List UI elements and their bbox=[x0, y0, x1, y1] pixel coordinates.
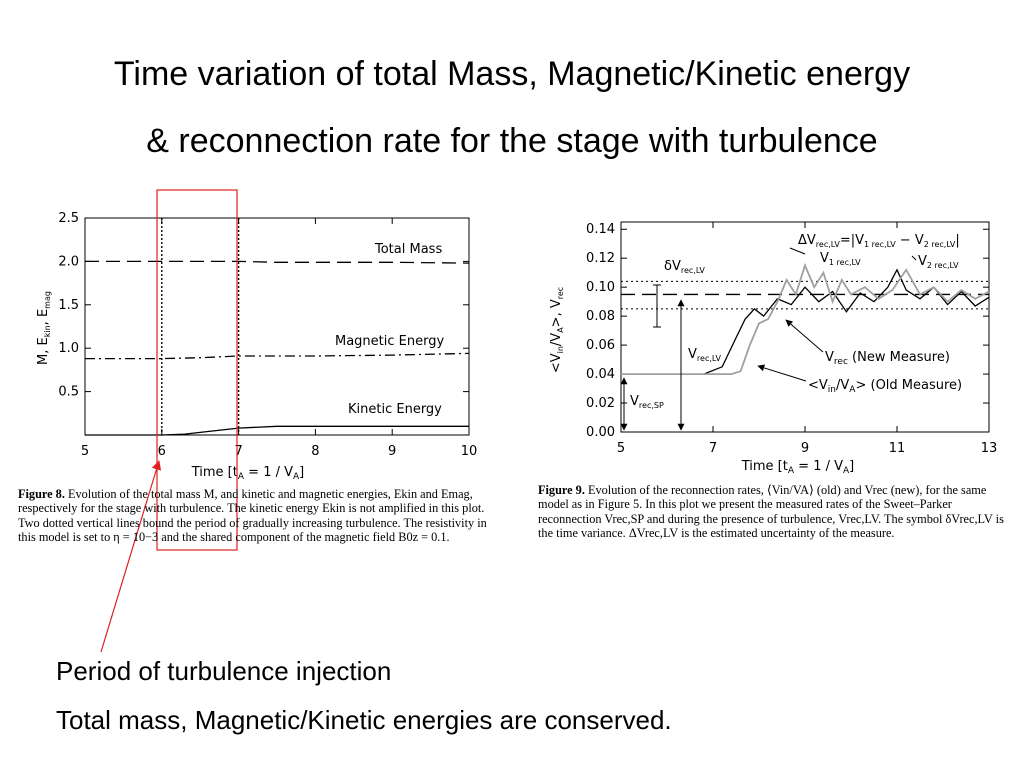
fig9-label-delta-vrec-lv: ΔVrec,LV=|V1 rec,LV − V2 rec,LV| bbox=[798, 233, 960, 249]
x-tick-label: 13 bbox=[981, 441, 998, 456]
x-tick-label: 5 bbox=[617, 441, 625, 456]
fig8-y-axis-label: M, Ekin, Emag bbox=[36, 291, 52, 365]
figure9-caption: Figure 9. Evolution of the reconnection … bbox=[538, 483, 1012, 541]
x-tick-label: 5 bbox=[81, 444, 89, 459]
fig9-y-axis-label: <Vin/VA>, Vrec bbox=[549, 287, 565, 373]
fig9-legend-vrec-pointer bbox=[786, 320, 823, 352]
series-line-2 bbox=[85, 426, 469, 435]
series-line-0 bbox=[85, 261, 469, 263]
figure8-chart: 5 6 7 8 9 10 0.5 1.0 1.5 2.0 2.5 Total Mass Magnet… bbox=[36, 211, 477, 482]
x-tick-label: 6 bbox=[158, 444, 166, 459]
figure9-caption-label: Figure 9. bbox=[538, 483, 585, 497]
figure-canvas: 5 6 7 8 9 10 0.5 1.0 1.5 2.0 2.5 Total Mass Magnet… bbox=[0, 0, 1024, 768]
y-tick-label: 0.00 bbox=[586, 425, 615, 440]
x-tick-label: 8 bbox=[311, 444, 319, 459]
y-tick-label: 0.08 bbox=[586, 309, 615, 324]
fig9-legend-vin-pointer bbox=[758, 366, 806, 381]
y-tick-label: 0.04 bbox=[586, 367, 615, 382]
x-tick-label: 9 bbox=[801, 441, 809, 456]
y-tick-label: 0.14 bbox=[586, 222, 615, 237]
x-tick-label: 11 bbox=[889, 441, 906, 456]
y-tick-label: 2.0 bbox=[58, 254, 79, 269]
figure8-caption-text: Evolution of the total mass M, and kinet… bbox=[18, 487, 487, 544]
y-tick-label: 0.02 bbox=[586, 396, 615, 411]
fig9-legend-vrec: Vrec (New Measure) bbox=[825, 350, 950, 367]
fig8-x-axis-label: Time [tA = 1 / VA] bbox=[191, 465, 305, 482]
y-tick-label: 1.5 bbox=[58, 298, 79, 313]
fig9-x-axis-label: Time [tA = 1 / VA] bbox=[741, 459, 855, 476]
y-tick-label: 0.5 bbox=[58, 385, 79, 400]
figure8-caption-label: Figure 8. bbox=[18, 487, 65, 501]
fig9-reference-lines bbox=[621, 281, 989, 309]
fig9-label-v2: V2 rec,LV bbox=[918, 254, 959, 270]
y-tick-label: 0.10 bbox=[586, 280, 615, 295]
x-tick-label: 9 bbox=[388, 444, 396, 459]
fig9-legend-vin: <Vin/VA> (Old Measure) bbox=[808, 378, 962, 395]
x-tick-label: 7 bbox=[709, 441, 717, 456]
figure8-caption: Figure 8. Evolution of the total mass M,… bbox=[18, 487, 493, 545]
annotation-energies-conserved: Total mass, Magnetic/Kinetic energies ar… bbox=[56, 705, 672, 736]
fig9-label-v1: V1 rec,LV bbox=[820, 251, 861, 267]
y-tick-label: 0.12 bbox=[586, 251, 615, 266]
fig9-label-dvrec-lv: δVrec,LV bbox=[664, 259, 705, 275]
series-line-1 bbox=[85, 353, 469, 358]
figure9-chart: 5 7 9 11 130.000.020.040.060.080.100.120.14 … bbox=[549, 222, 997, 476]
y-tick-label: 1.0 bbox=[58, 341, 79, 356]
x-tick-label: 10 bbox=[461, 444, 478, 459]
fig9-label-vrec-sp: Vrec,SP bbox=[630, 394, 664, 410]
fig9-label-vrec-lv: Vrec,LV bbox=[688, 347, 721, 363]
fig8-label-magnetic-energy: Magnetic Energy bbox=[335, 334, 444, 349]
figure9-caption-text: Evolution of the reconnection rates, ⟨Vi… bbox=[538, 483, 1004, 540]
y-tick-label: 0.06 bbox=[586, 338, 615, 353]
fig8-label-total-mass: Total Mass bbox=[374, 242, 442, 257]
fig9-v2-pointer bbox=[912, 256, 916, 260]
x-tick-label: 7 bbox=[234, 444, 242, 459]
fig9-v1-pointer bbox=[790, 248, 805, 254]
fig8-label-kinetic-energy: Kinetic Energy bbox=[348, 402, 442, 417]
fig9-axes-ticks: 5 7 9 11 13 0.00 0.02 0.04 0.06 0.08 0.10 0.12 0.14 bbox=[586, 222, 997, 456]
y-tick-label: 2.5 bbox=[58, 211, 79, 226]
annotation-turbulence-period: Period of turbulence injection bbox=[56, 656, 391, 687]
